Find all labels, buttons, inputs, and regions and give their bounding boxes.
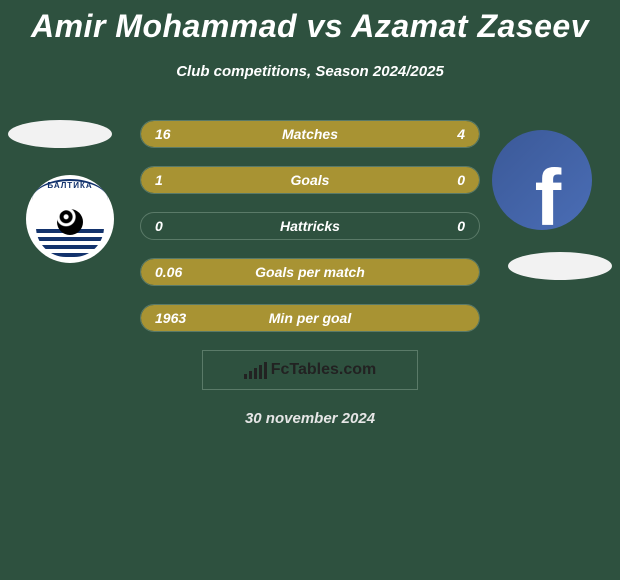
stat-left-value: 1963 xyxy=(155,310,186,326)
stat-rows: 16 Matches 4 1 Goals 0 0 Hattricks 0 0.06 Goals pe… xyxy=(140,120,480,332)
left-club-badge: БАЛТИКА xyxy=(20,175,120,263)
stat-row: 16 Matches 4 xyxy=(140,120,480,148)
watermark[interactable]: FcTables.com xyxy=(202,350,418,390)
chart-bars-icon xyxy=(244,361,267,379)
wm-bar xyxy=(244,374,247,379)
stat-label: Matches xyxy=(282,126,338,142)
stat-right-value: 0 xyxy=(457,218,465,234)
stat-left-value: 0.06 xyxy=(155,264,182,280)
left-player-oval xyxy=(8,120,112,148)
stat-left-value: 16 xyxy=(155,126,171,142)
stat-right-value: 0 xyxy=(457,172,465,188)
stat-label: Goals xyxy=(291,172,330,188)
stat-left-value: 0 xyxy=(155,218,163,234)
stat-values: 1963 Min per goal xyxy=(141,305,479,331)
date-label: 30 november 2024 xyxy=(0,410,620,427)
facebook-badge[interactable]: f xyxy=(492,130,592,230)
wm-bar xyxy=(254,368,257,379)
right-player-oval xyxy=(508,252,612,280)
stat-label: Hattricks xyxy=(280,218,340,234)
stat-left-value: 1 xyxy=(155,172,163,188)
wm-bar xyxy=(264,362,267,379)
stat-row: 0.06 Goals per match xyxy=(140,258,480,286)
stat-values: 0.06 Goals per match xyxy=(141,259,479,285)
watermark-text: FcTables.com xyxy=(271,361,377,379)
stat-values: 0 Hattricks 0 xyxy=(141,213,479,239)
badge-arc: БАЛТИКА xyxy=(32,179,108,209)
wm-bar xyxy=(249,371,252,379)
subtitle: Club competitions, Season 2024/2025 xyxy=(0,63,620,80)
stat-row: 1 Goals 0 xyxy=(140,166,480,194)
facebook-icon: f xyxy=(535,152,562,230)
stat-row: 0 Hattricks 0 xyxy=(140,212,480,240)
page-title: Amir Mohammad vs Azamat Zaseev xyxy=(0,0,620,45)
stats-area: БАЛТИКА f 16 Matches 4 1 Goals 0 0 Hattricks 0 0.… xyxy=(0,120,620,427)
stat-values: 1 Goals 0 xyxy=(141,167,479,193)
stat-label: Goals per match xyxy=(255,264,365,280)
badge-circle: БАЛТИКА xyxy=(26,175,114,263)
stat-values: 16 Matches 4 xyxy=(141,121,479,147)
soccer-ball-icon xyxy=(57,209,83,235)
badge-text: БАЛТИКА xyxy=(47,181,92,209)
stat-row: 1963 Min per goal xyxy=(140,304,480,332)
stat-label: Min per goal xyxy=(269,310,351,326)
stat-right-value: 4 xyxy=(457,126,465,142)
wm-bar xyxy=(259,365,262,379)
